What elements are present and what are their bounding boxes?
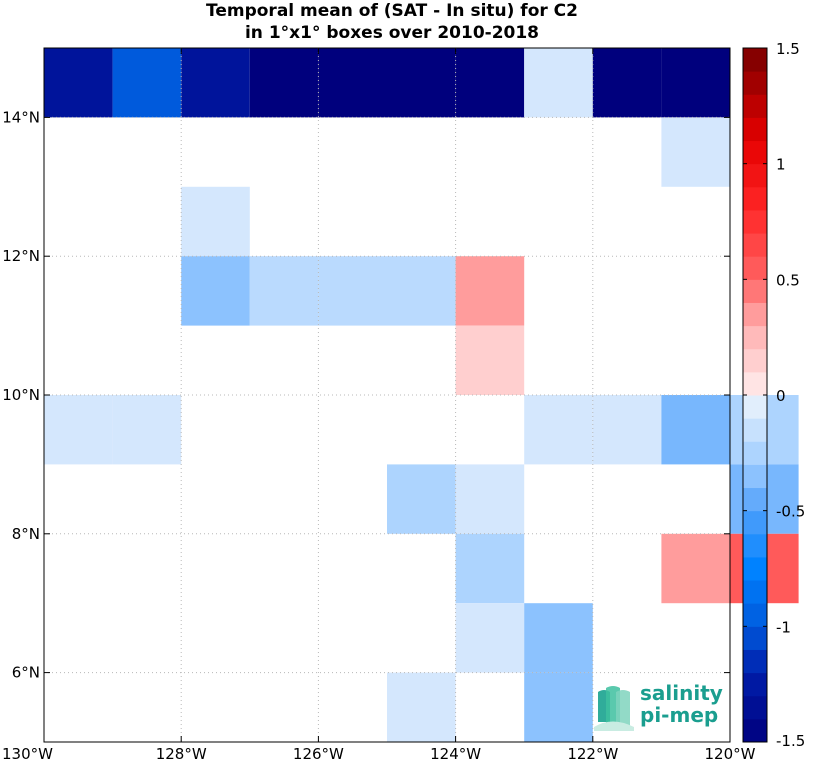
colorbar-swatch <box>743 94 767 118</box>
colorbar-swatch <box>743 302 767 327</box>
colorbar-swatch <box>743 556 767 581</box>
heatmap-cell <box>455 603 525 673</box>
heatmap-cell <box>592 395 662 465</box>
chart-title-line-2: in 1°x1° boxes over 2010-2018 <box>245 23 539 43</box>
heatmap-cell <box>455 464 525 534</box>
logo-text-salinity: salinity <box>640 681 723 705</box>
heatmap-cell <box>181 256 250 326</box>
plot-area <box>43 47 799 743</box>
heatmap-cell <box>249 48 319 118</box>
heatmap-cell <box>181 48 250 118</box>
colorbar-tick-label: 0.5 <box>776 271 800 289</box>
colorbar-swatch <box>743 371 767 396</box>
heatmap-cell <box>524 603 593 673</box>
colorbar-swatch <box>743 695 767 720</box>
heatmap-cell <box>661 533 730 604</box>
x-axis-labels: 130°W 128°W 126°W 124°W 122°W 120°W <box>2 745 756 763</box>
colorbar-swatch <box>743 209 767 234</box>
colorbar-swatch <box>743 71 767 95</box>
y-tick-label: 12°N <box>2 247 40 265</box>
colorbar-swatch <box>743 140 767 165</box>
heatmap-cell <box>455 256 525 326</box>
colorbar-swatch <box>743 48 767 72</box>
heatmap-cell <box>112 395 182 465</box>
heatmap-cell <box>455 48 525 118</box>
y-tick-label: 8°N <box>12 525 40 543</box>
heatmap-cell <box>387 256 456 326</box>
heatmap-cell <box>455 325 525 395</box>
heatmap-cell <box>181 186 250 257</box>
colorbar-swatches <box>743 48 767 743</box>
colorbar-tick-label: 1 <box>776 156 786 174</box>
colorbar-swatch <box>743 718 767 743</box>
colorbar-swatch <box>743 256 767 280</box>
colorbar-swatch <box>743 441 767 465</box>
salinity-pi-mep-logo: salinity pi-mep <box>594 681 723 731</box>
colorbar-swatch <box>743 348 767 373</box>
colorbar-swatch <box>743 580 767 604</box>
chart-title-line-1: Temporal mean of (SAT - In situ) for C2 <box>206 1 578 21</box>
heatmap-cell <box>661 395 730 465</box>
colorbar-swatch <box>743 487 767 512</box>
colorbar-tick-label: 0 <box>776 387 786 405</box>
heatmap-cell <box>661 48 730 118</box>
heatmap-cell <box>387 464 456 534</box>
axis-ticks <box>43 48 731 742</box>
x-tick-label: 124°W <box>430 745 481 763</box>
heatmap-cells <box>44 48 799 742</box>
heatmap-cell <box>318 256 387 326</box>
colorbar-swatch <box>743 418 767 442</box>
x-tick-label: 130°W <box>2 745 53 763</box>
heatmap-cell <box>524 48 593 118</box>
x-tick-label: 126°W <box>293 745 344 763</box>
heatmap-cell <box>249 256 319 326</box>
heatmap-cell <box>524 672 593 742</box>
x-tick-label: 120°W <box>705 745 756 763</box>
y-axis-labels: 6°N 8°N 10°N 12°N 14°N <box>2 108 40 681</box>
x-tick-label: 122°W <box>567 745 618 763</box>
colorbar-swatch <box>743 672 767 697</box>
colorbar-tick-label: 1.5 <box>776 40 800 58</box>
heatmap-cell <box>661 117 730 187</box>
colorbar-ticks: -1.5 -1 -0.5 0 0.5 1 1.5 <box>743 40 805 750</box>
colorbar-swatch <box>743 603 767 627</box>
colorbar-swatch <box>743 533 767 558</box>
y-tick-label: 6°N <box>12 664 40 682</box>
heatmap-cell <box>387 672 456 742</box>
colorbar-tick-label: -0.5 <box>776 503 805 521</box>
colorbar-swatch <box>743 395 767 419</box>
heatmap-cell <box>318 48 387 118</box>
colorbar-swatch <box>743 279 767 303</box>
colorbar-swatch <box>743 626 767 650</box>
x-tick-label: 128°W <box>156 745 207 763</box>
colorbar-swatch <box>743 163 767 188</box>
colorbar-swatch <box>743 117 767 142</box>
colorbar-swatch <box>743 510 767 535</box>
logo-waves-icon <box>594 686 634 731</box>
heatmap-cell <box>524 395 593 465</box>
colorbar-swatch <box>743 186 767 211</box>
heatmap-cell <box>44 395 113 465</box>
logo-text-pi-mep: pi-mep <box>640 703 718 727</box>
heatmap-cell <box>112 48 182 118</box>
y-tick-label: 10°N <box>2 386 40 404</box>
colorbar-swatch <box>743 325 767 350</box>
heatmap-cell <box>387 48 456 118</box>
heatmap-cell <box>592 48 662 118</box>
heatmap-cell <box>455 533 525 604</box>
y-tick-label: 14°N <box>2 108 40 126</box>
heatmap-cell <box>44 48 113 118</box>
colorbar-tick-label: -1 <box>776 618 791 636</box>
colorbar: -1.5 -1 -0.5 0 0.5 1 1.5 <box>742 40 805 750</box>
colorbar-swatch <box>743 464 767 489</box>
colorbar-swatch <box>743 649 767 674</box>
colorbar-swatch <box>743 233 767 257</box>
colorbar-tick-label: -1.5 <box>776 732 805 750</box>
